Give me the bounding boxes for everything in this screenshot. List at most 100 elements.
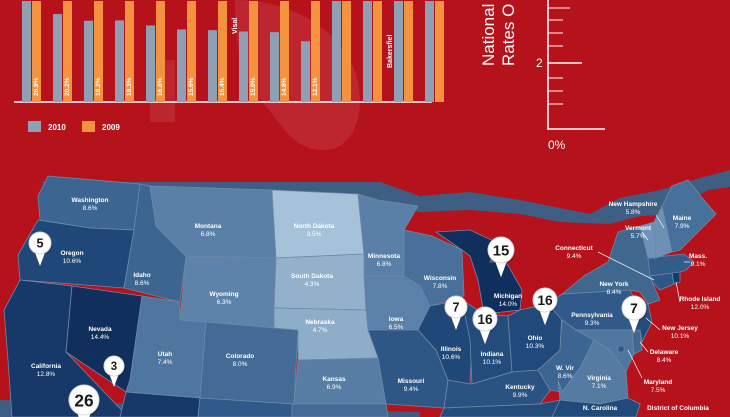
state-value-ohio: 10.3% [526,343,545,350]
state-name-rhode-island: Rhode Island [680,296,721,303]
state-name-oregon: Oregon [60,250,83,257]
bar-2010-12 [363,1,372,102]
state-maine [661,179,717,253]
state-name-delaware: Delaware [650,349,679,356]
leader-line-delaware [639,341,649,353]
state-name-new-jersey: New Jersey [662,325,698,332]
state-value-rhode-island: 12.0% [691,304,710,311]
state-value-montana: 6.8% [201,231,216,238]
watermark-shape [235,0,360,151]
state-value-wyoming: 6.3% [217,299,232,306]
state-value-new-york: 8.4% [607,289,622,296]
legend-swatch-2009 [82,121,95,132]
state-south-dakota [273,253,367,311]
map-pins: 5 3 26 15 7 16 16 7 [28,231,647,417]
state-north-carolina [551,397,641,417]
state-value-colorado: 8.0% [233,361,248,368]
state-name-michigan: Michigan [494,293,522,300]
map-pin-head [28,231,52,255]
state-name-district-of-columbia: District of Columbia [647,405,709,412]
state-name-idaho: Idaho [133,272,150,279]
map-pin-3: 26 [68,384,100,417]
bar-2010-1 [22,1,31,102]
state-name-kentucky: Kentucky [505,384,535,391]
state-name-minnesota: Minnesota [368,253,401,260]
map-pin-5: 7 [444,295,468,331]
state-name-north-dakota: North Dakota [294,223,335,230]
state-name-iowa: Iowa [389,316,404,323]
leader-line-maryland [627,349,643,379]
bar-2009-7 [218,1,227,102]
leader-line-vermont [641,231,649,241]
state-name-pennsylvania: Pennsylvania [571,312,613,319]
value-label-6: 15.6% [188,77,195,96]
state-value-north-dakota: 3.5% [307,231,322,238]
state-name-maryland: Maryland [644,379,673,386]
map-pin-head [103,355,125,377]
bar-2010-2 [53,13,62,103]
value-label-9: 14.8% [281,77,288,96]
bar-2009-5 [156,1,165,102]
value-labels: 26.9% 20.2% 18.2% 18.3% 16.8% 15.6% 15.4% 15.0%… [33,77,319,96]
state-name-missouri: Missouri [398,378,425,385]
category-labels: Visal Bakersfiel [232,18,394,68]
map-pin-4: 15 [487,236,515,278]
state-value-oregon: 10.6% [63,258,82,265]
state-value-w-vir: 8.6% [558,373,573,380]
state-name-wisconsin: Wisconsin [424,275,456,282]
state-value-connecticut: 9.4% [567,253,582,260]
map-pin-label: 7 [630,301,638,316]
state-name-kansas: Kansas [322,376,346,383]
value-label-10: 12.1% [312,77,319,96]
value-label-3: 18.2% [95,77,102,96]
state-value-california: 12.8% [37,371,56,378]
bar-2010-8 [239,31,248,102]
bar-2010-9 [270,32,279,102]
state-value-indiana: 10.1% [483,359,502,366]
gauge-tick-label-0: 0% [548,138,566,152]
canada-land [40,170,730,224]
bar-2010-14 [425,1,434,102]
bar-2009-1 [32,1,41,102]
state-name-utah: Utah [158,351,172,358]
state-value-delaware: 8.4% [657,357,672,364]
bar-2009-12 [373,1,382,102]
state-value-illinois: 10.6% [442,354,461,361]
map-pin-label: 16 [477,312,493,327]
bar-2009-3 [94,1,103,102]
state-name-south-dakota: South Dakota [291,273,333,280]
bar-2010-4 [115,20,124,102]
map-pin-head [487,236,515,264]
leader-line-rhode-island [675,281,681,303]
state-value-nebraska: 4.7% [313,327,328,334]
state-name-montana: Montana [195,223,222,230]
state-value-kansas: 6.9% [327,384,342,391]
map-pin-head [444,295,468,319]
state-name-ohio: Ohio [528,335,543,342]
legend-label-2009: 2009 [102,123,120,132]
state-value-new-hampshire: 5.8% [626,209,641,216]
map-pin-label: 5 [36,237,43,251]
map-pin-head [472,306,498,332]
bar-2009-2 [63,1,72,102]
bar-2010-5 [146,25,155,102]
state-name-nebraska: Nebraska [305,319,335,326]
bar-2010-3 [84,20,93,102]
bar-2009-8 [249,1,258,102]
map-leader-lines [597,214,690,379]
map-pin-7: 16 [532,287,558,326]
value-label-4: 18.3% [126,77,133,96]
state-name-indiana: Indiana [481,351,504,358]
bar-2009-10 [311,1,320,102]
state-value-maryland: 7.5% [651,387,666,394]
bar-2010-11 [332,1,341,102]
map-state-labels: Washington8.6%Oregon10.6%California12.8%… [31,197,720,412]
map-pin-label: 16 [537,293,553,308]
map-pin-head [532,287,558,313]
leader-line-connecticut [597,251,655,281]
bar-chart: Visal Bakersfiel 26.9% 20.2% 18.2% 18.3% 16.8… [14,0,444,151]
national-rates-gauge: National Rates O 2 0% [479,0,605,152]
category-label-7: Visal [232,18,239,34]
